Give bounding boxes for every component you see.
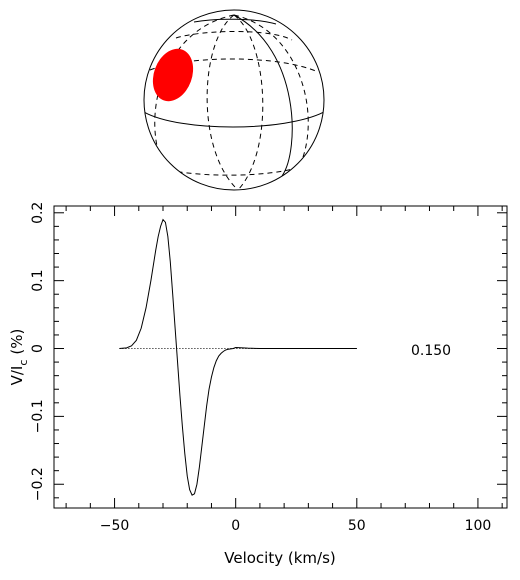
star-sphere — [143, 9, 325, 191]
sphere-latitude — [149, 58, 319, 73]
x-axis-label: Velocity (km/s) — [224, 549, 335, 567]
star-spot — [152, 48, 194, 102]
sphere-latitude — [159, 164, 306, 176]
y-axis-label-subscript: c — [17, 360, 30, 366]
sphere-meridian — [206, 14, 239, 190]
x-tick-label: 100 — [465, 518, 492, 534]
series-line — [119, 218, 357, 496]
y-tick-label: 0.1 — [30, 270, 46, 292]
y-axis: −0.2 −0.1 0 0.1 0.2 — [30, 202, 507, 501]
svg-text:V/Ic(%): V/Ic (%) — [8, 329, 30, 386]
sphere-rotation-meridian — [233, 14, 293, 177]
sphere-meridian — [233, 14, 264, 190]
y-tick-label: 0 — [30, 344, 46, 353]
sphere-latitude — [175, 31, 293, 41]
y-tick-label: −0.2 — [30, 467, 46, 501]
x-tick-label: 50 — [348, 518, 366, 534]
y-tick-label: −0.1 — [30, 399, 46, 433]
phase-annotation: 0.150 — [411, 343, 451, 359]
plot-frame — [53, 205, 508, 509]
sphere-equator — [144, 111, 324, 128]
y-axis-label-group: V/Ic (%) — [8, 329, 30, 386]
y-axis-label: V/I — [8, 366, 26, 386]
sphere-meridian — [233, 14, 309, 166]
sphere-outline — [143, 9, 325, 191]
x-axis: −50 0 50 100 — [65, 206, 503, 534]
x-tick-label: 0 — [231, 518, 240, 534]
y-tick-label: 0.2 — [30, 202, 46, 224]
x-tick-label: −50 — [100, 518, 130, 534]
y-axis-label-unit: (%) — [8, 329, 26, 355]
series-group — [119, 218, 357, 496]
sphere-latitude-solid — [193, 18, 277, 25]
